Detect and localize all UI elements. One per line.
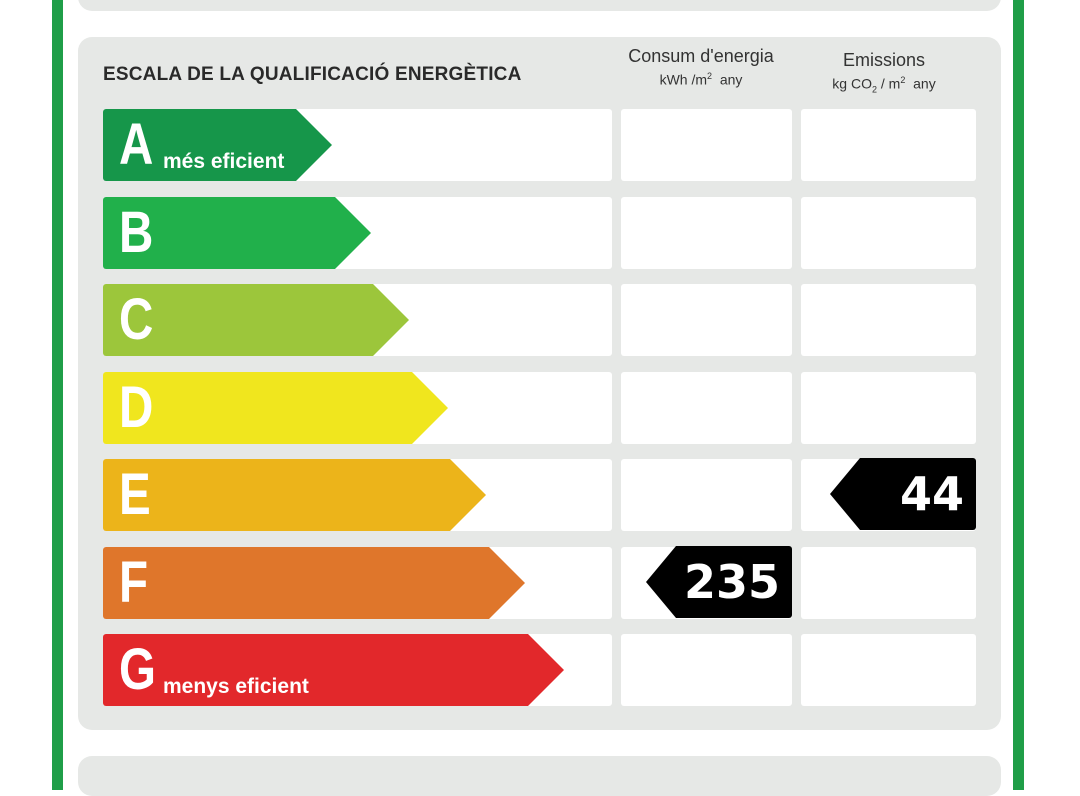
emissions-label: Emissions [842, 50, 926, 70]
class-description: menys eficient [163, 675, 309, 698]
consumption-unit: kWh /m2 any [659, 71, 743, 88]
consumption-label: Consum d'energia [628, 46, 774, 66]
scale-title: ESCALA DE LA QUALIFICACIÓ ENERGÈTICA [103, 64, 522, 85]
consumption-cell-e [621, 459, 792, 531]
consumption-rating-tag: 235 [646, 546, 792, 618]
class-arrow-e: E [103, 459, 486, 531]
consumption-rating-tag-value: 235 [683, 555, 780, 609]
emissions-cell-g [801, 634, 976, 706]
class-letter: E [119, 462, 151, 527]
emissions-header: Emissions kg CO2 / m2 any [801, 50, 967, 94]
top-panel [78, 0, 1001, 11]
emissions-cell-c [801, 284, 976, 356]
class-description: més eficient [163, 150, 285, 173]
certificate-frame [52, 0, 1024, 790]
class-letter: C [119, 287, 154, 352]
consumption-cell-g [621, 634, 792, 706]
class-letter: A [119, 112, 154, 177]
class-arrow-c: C [103, 284, 409, 356]
class-arrow-f: F [103, 547, 525, 619]
class-arrow-d: D [103, 372, 448, 444]
bottom-panel [78, 756, 1001, 796]
emissions-cell-d [801, 372, 976, 444]
emissions-cell-f [801, 547, 976, 619]
emissions-rating-tag: 44 [830, 458, 976, 530]
consumption-cell-d [621, 372, 792, 444]
class-letter: B [119, 200, 154, 265]
emissions-rating-tag-value: 44 [899, 467, 964, 521]
consumption-cell-a [621, 109, 792, 181]
emissions-cell-b [801, 197, 976, 269]
class-letter: F [119, 550, 149, 615]
consumption-header: Consum d'energia kWh /m2 any [621, 46, 781, 88]
emissions-cell-a [801, 109, 976, 181]
consumption-cell-b [621, 197, 792, 269]
class-arrow-b: B [103, 197, 371, 269]
class-letter: G [119, 637, 157, 702]
emissions-unit: kg CO2 / m2 any [832, 75, 936, 95]
class-letter: D [119, 375, 154, 440]
consumption-cell-c [621, 284, 792, 356]
